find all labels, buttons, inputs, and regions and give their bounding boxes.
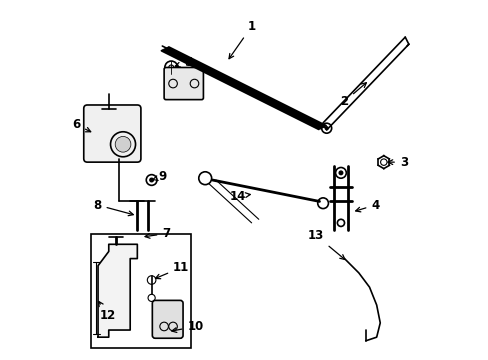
Text: 4: 4 — [355, 198, 379, 212]
Text: 3: 3 — [387, 156, 407, 168]
FancyBboxPatch shape — [164, 67, 203, 100]
Text: 6: 6 — [72, 118, 91, 132]
Text: 12: 12 — [99, 301, 116, 322]
Text: 2: 2 — [340, 83, 366, 108]
Text: 14: 14 — [229, 190, 250, 203]
Circle shape — [325, 127, 327, 130]
Text: 10: 10 — [171, 320, 203, 333]
Circle shape — [339, 171, 342, 175]
Text: 8: 8 — [93, 198, 133, 216]
Polygon shape — [98, 244, 137, 337]
Circle shape — [149, 178, 153, 182]
FancyBboxPatch shape — [152, 300, 183, 338]
Text: 11: 11 — [155, 261, 189, 279]
Bar — [91, 234, 190, 348]
FancyBboxPatch shape — [83, 105, 141, 162]
Text: 7: 7 — [145, 227, 170, 240]
Circle shape — [115, 136, 131, 152]
Text: 13: 13 — [307, 229, 344, 260]
Text: 9: 9 — [152, 170, 167, 183]
Text: 5: 5 — [175, 55, 192, 69]
Text: 1: 1 — [228, 20, 255, 59]
